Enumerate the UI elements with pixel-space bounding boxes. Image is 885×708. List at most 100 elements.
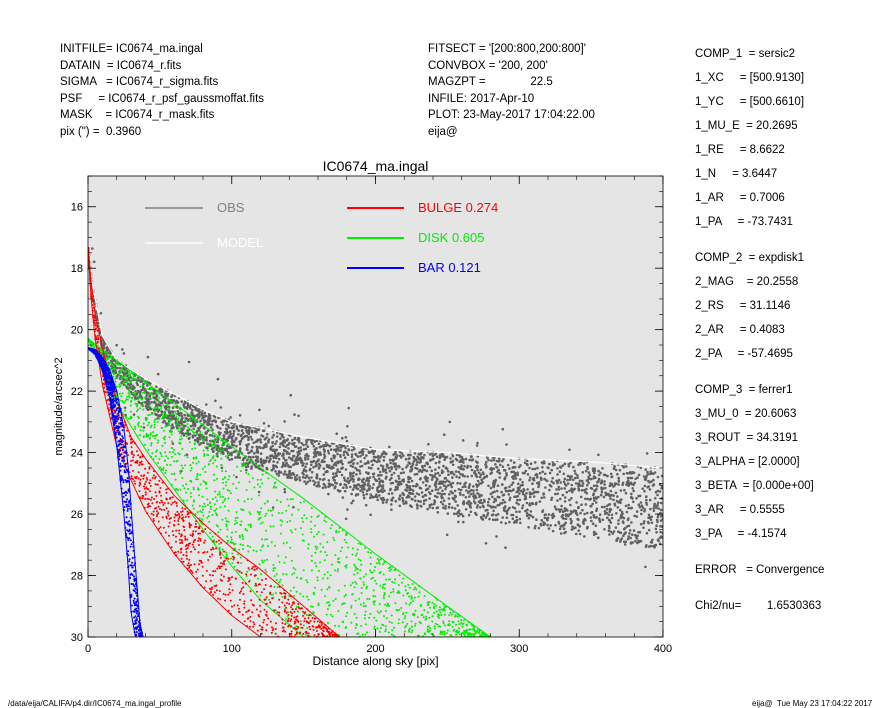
data-point [121,348,124,351]
data-point [491,513,495,516]
data-point [150,442,153,445]
data-point [146,392,150,395]
data-point [372,595,375,598]
data-point [277,470,281,473]
data-point [312,611,315,614]
data-point [177,523,180,526]
data-point [450,613,453,616]
data-point [225,447,228,450]
data-point [494,506,497,509]
data-point [425,615,428,618]
data-point [494,463,497,466]
data-point [238,440,242,444]
data-point [541,510,544,514]
data-point [614,491,618,495]
data-point [225,555,228,558]
data-point [221,518,224,521]
data-point [321,478,325,482]
data-point [186,456,189,459]
header-line: SIGMA = IC0674_r_sigma.fits [60,76,219,88]
data-point [240,425,243,429]
data-point [402,577,405,580]
data-point [232,443,235,447]
data-point [384,609,387,612]
data-point [630,521,633,524]
data-point [148,397,151,400]
data-point [220,565,223,568]
data-point [362,605,365,608]
data-point [407,591,409,594]
data-point [384,603,387,606]
data-point [617,519,620,522]
data-point [294,476,297,479]
data-point [479,506,482,509]
data-point [643,489,646,493]
data-point [225,430,229,434]
data-point [423,453,426,457]
data-point [235,475,238,479]
data-point [541,470,544,474]
data-point [160,426,163,429]
data-point [246,429,250,432]
data-point [335,432,339,436]
data-point [391,481,395,485]
data-point [527,526,530,529]
data-point [632,529,636,532]
data-point [359,489,362,492]
data-point [629,481,633,485]
data-point [293,595,296,597]
data-point [577,487,580,491]
data-point [403,617,406,620]
data-point [555,488,558,491]
data-point [568,478,572,481]
data-point [551,512,555,516]
data-point [383,451,386,454]
data-point [472,489,475,492]
data-point [274,592,277,594]
data-point [102,346,106,350]
data-point [550,480,553,483]
data-point [252,621,255,624]
data-point [247,455,251,459]
data-point [316,576,319,579]
data-point [215,440,218,444]
data-point [295,590,298,593]
data-point [283,488,287,491]
data-point [380,454,383,458]
data-point [614,526,618,529]
data-point [441,633,444,636]
data-point [215,465,218,468]
data-point [275,579,278,582]
data-point [206,498,209,501]
data-point [245,489,248,491]
data-point [189,492,192,495]
data-point [178,442,181,444]
data-point [648,472,652,476]
data-point [205,483,207,486]
data-point [593,489,596,492]
data-point [456,615,459,618]
data-point [247,443,250,446]
data-point [389,461,392,465]
data-point [358,472,362,475]
data-point [423,464,427,468]
data-point [333,448,336,452]
data-point [476,479,480,483]
data-point [334,464,338,467]
data-point [289,546,292,549]
data-point [290,476,293,480]
data-point [197,428,201,432]
data-point [390,568,392,571]
data-point [363,456,366,460]
data-point [337,589,340,592]
data-point [193,438,197,442]
data-point [137,395,140,398]
data-point [560,487,563,490]
data-point [145,400,149,404]
data-point [605,504,609,508]
data-point [386,604,388,607]
data-point [139,434,142,437]
data-point [155,450,158,453]
data-point [367,466,371,470]
